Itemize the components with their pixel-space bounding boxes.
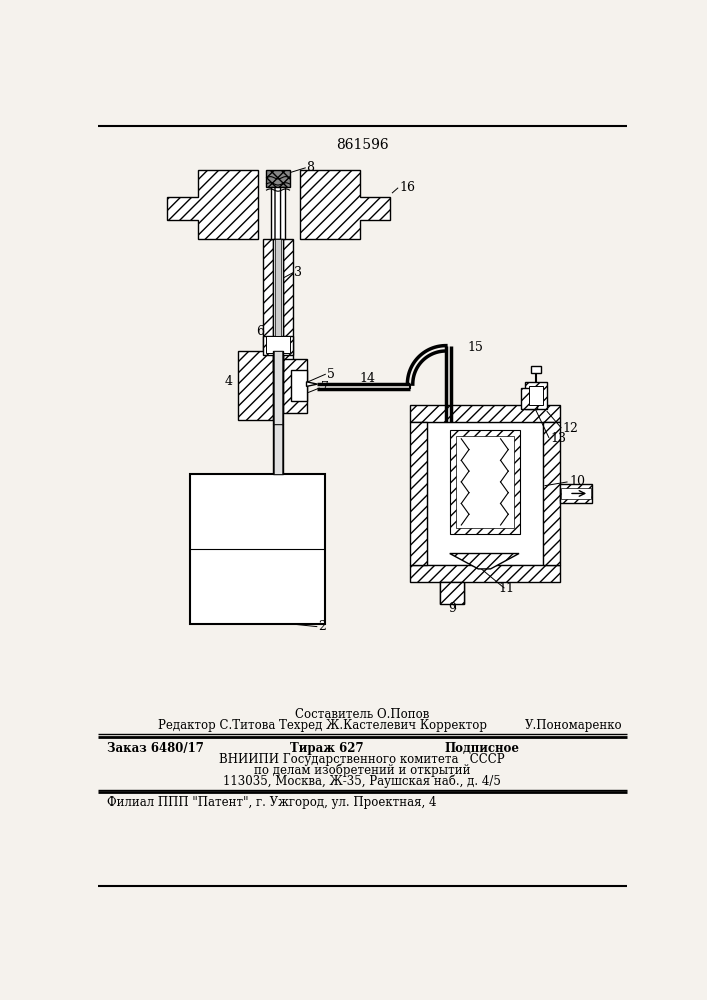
- Bar: [190, 474, 325, 624]
- Bar: [521, 388, 537, 409]
- Bar: [426, 422, 543, 565]
- Text: 113035, Москва, Ж-35, Раушская наб., д. 4/5: 113035, Москва, Ж-35, Раушская наб., д. …: [223, 775, 501, 788]
- Bar: [275, 239, 281, 370]
- Text: Техред Ж.Кастелевич Корректор: Техред Ж.Кастелевич Корректор: [279, 719, 487, 732]
- Bar: [456, 436, 514, 528]
- Text: 10: 10: [569, 475, 585, 488]
- Text: 14: 14: [359, 372, 375, 385]
- Bar: [409, 422, 426, 565]
- Polygon shape: [167, 170, 258, 239]
- Text: ВНИИПИ Государственного комитета   СССР: ВНИИПИ Государственного комитета СССР: [219, 753, 505, 766]
- Text: 12: 12: [563, 422, 579, 434]
- Bar: [271, 187, 285, 239]
- Bar: [273, 424, 284, 474]
- Bar: [450, 430, 520, 534]
- Bar: [274, 351, 282, 424]
- Text: Филиал ППП "Патент", г. Ужгород, ул. Проектная, 4: Филиал ППП "Патент", г. Ужгород, ул. Про…: [107, 796, 437, 809]
- Bar: [291, 370, 307, 401]
- Bar: [409, 565, 560, 582]
- Text: Редактор С.Титова: Редактор С.Титова: [158, 719, 275, 732]
- Bar: [440, 582, 464, 604]
- Polygon shape: [300, 170, 390, 239]
- Bar: [266, 170, 291, 187]
- Text: 15: 15: [467, 341, 484, 354]
- Text: Заказ 6480/17: Заказ 6480/17: [107, 742, 204, 755]
- Bar: [273, 351, 284, 424]
- Bar: [273, 239, 284, 370]
- Bar: [525, 382, 547, 409]
- Bar: [274, 424, 282, 474]
- Text: У.Пономаренко: У.Пономаренко: [525, 719, 623, 732]
- Bar: [560, 484, 592, 503]
- Text: 9: 9: [448, 602, 456, 615]
- Polygon shape: [450, 554, 519, 569]
- Text: Составитель О.Попов: Составитель О.Попов: [295, 708, 429, 721]
- Text: 13: 13: [551, 432, 566, 445]
- Bar: [530, 366, 542, 373]
- Text: 861596: 861596: [336, 138, 388, 152]
- Text: 16: 16: [399, 181, 416, 194]
- Text: 2: 2: [318, 620, 326, 633]
- Bar: [409, 405, 560, 422]
- Text: 1: 1: [566, 491, 574, 504]
- Bar: [264, 336, 293, 355]
- Bar: [543, 422, 560, 565]
- Text: 8: 8: [306, 161, 315, 174]
- Bar: [284, 359, 307, 413]
- Bar: [267, 336, 290, 353]
- Bar: [561, 488, 590, 499]
- Text: 7: 7: [321, 381, 329, 394]
- Text: 11: 11: [498, 582, 514, 595]
- Polygon shape: [307, 382, 317, 386]
- Text: 3: 3: [294, 266, 302, 279]
- Text: Подписное: Подписное: [444, 742, 520, 755]
- Bar: [529, 386, 543, 405]
- Text: 6: 6: [256, 325, 264, 338]
- Bar: [238, 351, 274, 420]
- Text: по делам изобретений и открытий: по делам изобретений и открытий: [254, 764, 470, 777]
- Text: 5: 5: [327, 368, 335, 381]
- Bar: [264, 239, 273, 370]
- Text: Тираж 627: Тираж 627: [291, 742, 364, 755]
- Text: 4: 4: [225, 375, 233, 388]
- Bar: [284, 239, 293, 370]
